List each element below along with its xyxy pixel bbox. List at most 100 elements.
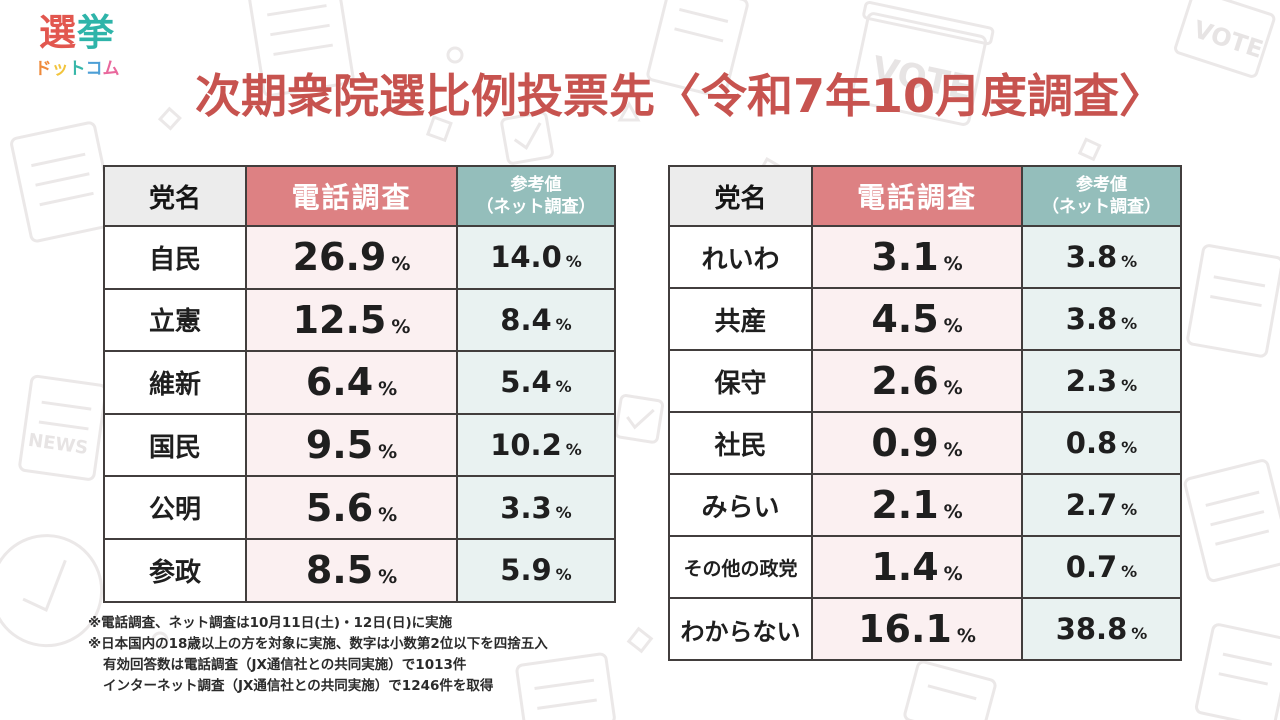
percent-sign: % [391, 315, 411, 338]
percent-sign: % [943, 377, 963, 399]
table-row-komei: 公明 5.6% 3.3% [103, 475, 616, 540]
net-value: 14.0% [456, 225, 616, 290]
phone-value: 26.9% [245, 225, 458, 290]
percent-sign: % [943, 439, 963, 461]
header-row: 党名 電話調査 参考値 （ネット調査） [103, 165, 616, 227]
party-name: みらい [668, 473, 813, 537]
phone-number: 5.6 [305, 485, 374, 530]
net-value: 3.8% [1021, 225, 1182, 289]
table-row-jimin: 自民 26.9% 14.0% [103, 225, 616, 290]
footnote-net-sample-size: インターネット調査（JX通信社との共同実施）で1246件を取得 [103, 677, 494, 694]
net-number: 3.8 [1065, 302, 1118, 336]
header-party-name: 党名 [668, 165, 813, 227]
net-value: 3.3% [456, 475, 616, 540]
party-name: れいわ [668, 225, 813, 289]
table-row-sonota: その他の政党 1.4% 0.7% [668, 535, 1182, 599]
header-net-survey-line2: （ネット調査） [476, 197, 596, 217]
header-net-survey: 参考値 （ネット調査） [1021, 165, 1182, 227]
logo-char-ttu: ッ [51, 58, 69, 79]
net-number: 3.3 [500, 490, 552, 525]
logo-char-mu: ム [102, 58, 120, 79]
table-row-mirai: みらい 2.1% 2.7% [668, 473, 1182, 537]
footnote-phone-sample-size: 有効回答数は電話調査（JX通信社との共同実施）で1013件 [103, 656, 467, 673]
table-row-wakaranai: わからない 16.1% 38.8% [668, 597, 1182, 661]
logo-char-sen: 選 [39, 11, 77, 54]
percent-sign: % [1121, 376, 1138, 395]
phone-number: 8.5 [305, 548, 374, 593]
net-value: 0.7% [1021, 535, 1182, 599]
party-name: 国民 [103, 412, 247, 478]
header-net-survey: 参考値 （ネット調査） [456, 165, 616, 227]
percent-sign: % [956, 625, 976, 647]
net-number: 0.7 [1065, 550, 1118, 584]
table-row-rikken: 立憲 12.5% 8.4% [103, 287, 616, 353]
phone-value: 8.5% [245, 537, 458, 603]
percent-sign: % [555, 314, 572, 334]
percent-sign: % [378, 566, 398, 589]
net-number: 10.2 [490, 428, 562, 463]
net-value: 8.4% [456, 287, 616, 353]
header-phone-survey: 電話調査 [811, 165, 1023, 227]
percent-sign: % [943, 501, 963, 523]
percent-sign: % [1121, 562, 1138, 581]
phone-number: 9.5 [305, 423, 374, 468]
table-row-shamin: 社民 0.9% 0.8% [668, 411, 1182, 475]
party-name: 自民 [103, 225, 247, 290]
footnotes: ※電話調査、ネット調査は10月11日(土)・12日(日)に実施 ※日本国内の18… [88, 613, 548, 697]
header-net-survey-line2: （ネット調査） [1042, 197, 1161, 217]
poll-table-right: 党名 電話調査 参考値 （ネット調査） れいわ 3.1% 3.8% 共産 4.5… [668, 165, 1182, 661]
phone-number: 12.5 [292, 297, 387, 342]
net-number: 38.8 [1055, 612, 1128, 646]
phone-value: 2.6% [811, 349, 1023, 413]
party-name: 公明 [103, 475, 247, 540]
net-value: 2.7% [1021, 473, 1182, 537]
party-name: 参政 [103, 537, 247, 603]
phone-value: 5.6% [245, 475, 458, 540]
table-row-kyosan: 共産 4.5% 3.8% [668, 287, 1182, 351]
phone-number: 2.6 [871, 359, 939, 403]
party-name: 維新 [103, 350, 247, 415]
phone-value: 3.1% [811, 225, 1023, 289]
svg-text:NEWS: NEWS [27, 430, 90, 459]
table-row-hoshu: 保守 2.6% 2.3% [668, 349, 1182, 413]
percent-sign: % [555, 502, 572, 522]
net-number: 2.3 [1065, 364, 1118, 398]
percent-sign: % [1121, 314, 1138, 333]
percent-sign: % [943, 563, 963, 585]
net-value: 2.3% [1021, 349, 1182, 413]
footnote-methodology: ※日本国内の18歳以上の方を対象に実施、数字は小数第2位以下を四捨五入 [88, 635, 548, 652]
net-number: 14.0 [490, 240, 562, 275]
header-row: 党名 電話調査 参考値 （ネット調査） [668, 165, 1182, 227]
net-value: 0.8% [1021, 411, 1182, 475]
header-net-survey-line1: 参考値 [510, 174, 562, 195]
percent-sign: % [1121, 500, 1138, 519]
phone-number: 1.4 [871, 545, 939, 589]
net-number: 2.7 [1065, 488, 1118, 522]
table-row-reiwa: れいわ 3.1% 3.8% [668, 225, 1182, 289]
phone-number: 26.9 [292, 235, 387, 280]
logo-char-kyo: 挙 [77, 11, 115, 54]
net-number: 5.9 [500, 553, 552, 588]
svg-text:VOTE: VOTE [1190, 15, 1266, 64]
percent-sign: % [943, 315, 963, 337]
senkyo-dotcom-logo: 選挙 ドットコム [22, 11, 132, 79]
table-row-kokumin: 国民 9.5% 10.2% [103, 412, 616, 478]
percent-sign: % [1131, 624, 1148, 643]
header-party-name: 党名 [103, 165, 247, 227]
party-name: 保守 [668, 349, 813, 413]
percent-sign: % [555, 377, 572, 397]
net-value: 5.9% [456, 537, 616, 603]
phone-number: 2.1 [871, 483, 939, 527]
logo-char-do: ド [34, 58, 52, 79]
phone-value: 9.5% [245, 412, 458, 478]
phone-number: 0.9 [871, 421, 939, 465]
percent-sign: % [378, 441, 398, 464]
percent-sign: % [555, 565, 572, 585]
phone-number: 3.1 [871, 235, 939, 279]
net-number: 8.4 [500, 302, 552, 337]
header-phone-survey: 電話調査 [245, 165, 458, 227]
percent-sign: % [943, 253, 963, 275]
phone-value: 16.1% [811, 597, 1023, 661]
page-title: 次期衆院選比例投票先〈令和7年10月度調査〉 [194, 69, 1166, 123]
